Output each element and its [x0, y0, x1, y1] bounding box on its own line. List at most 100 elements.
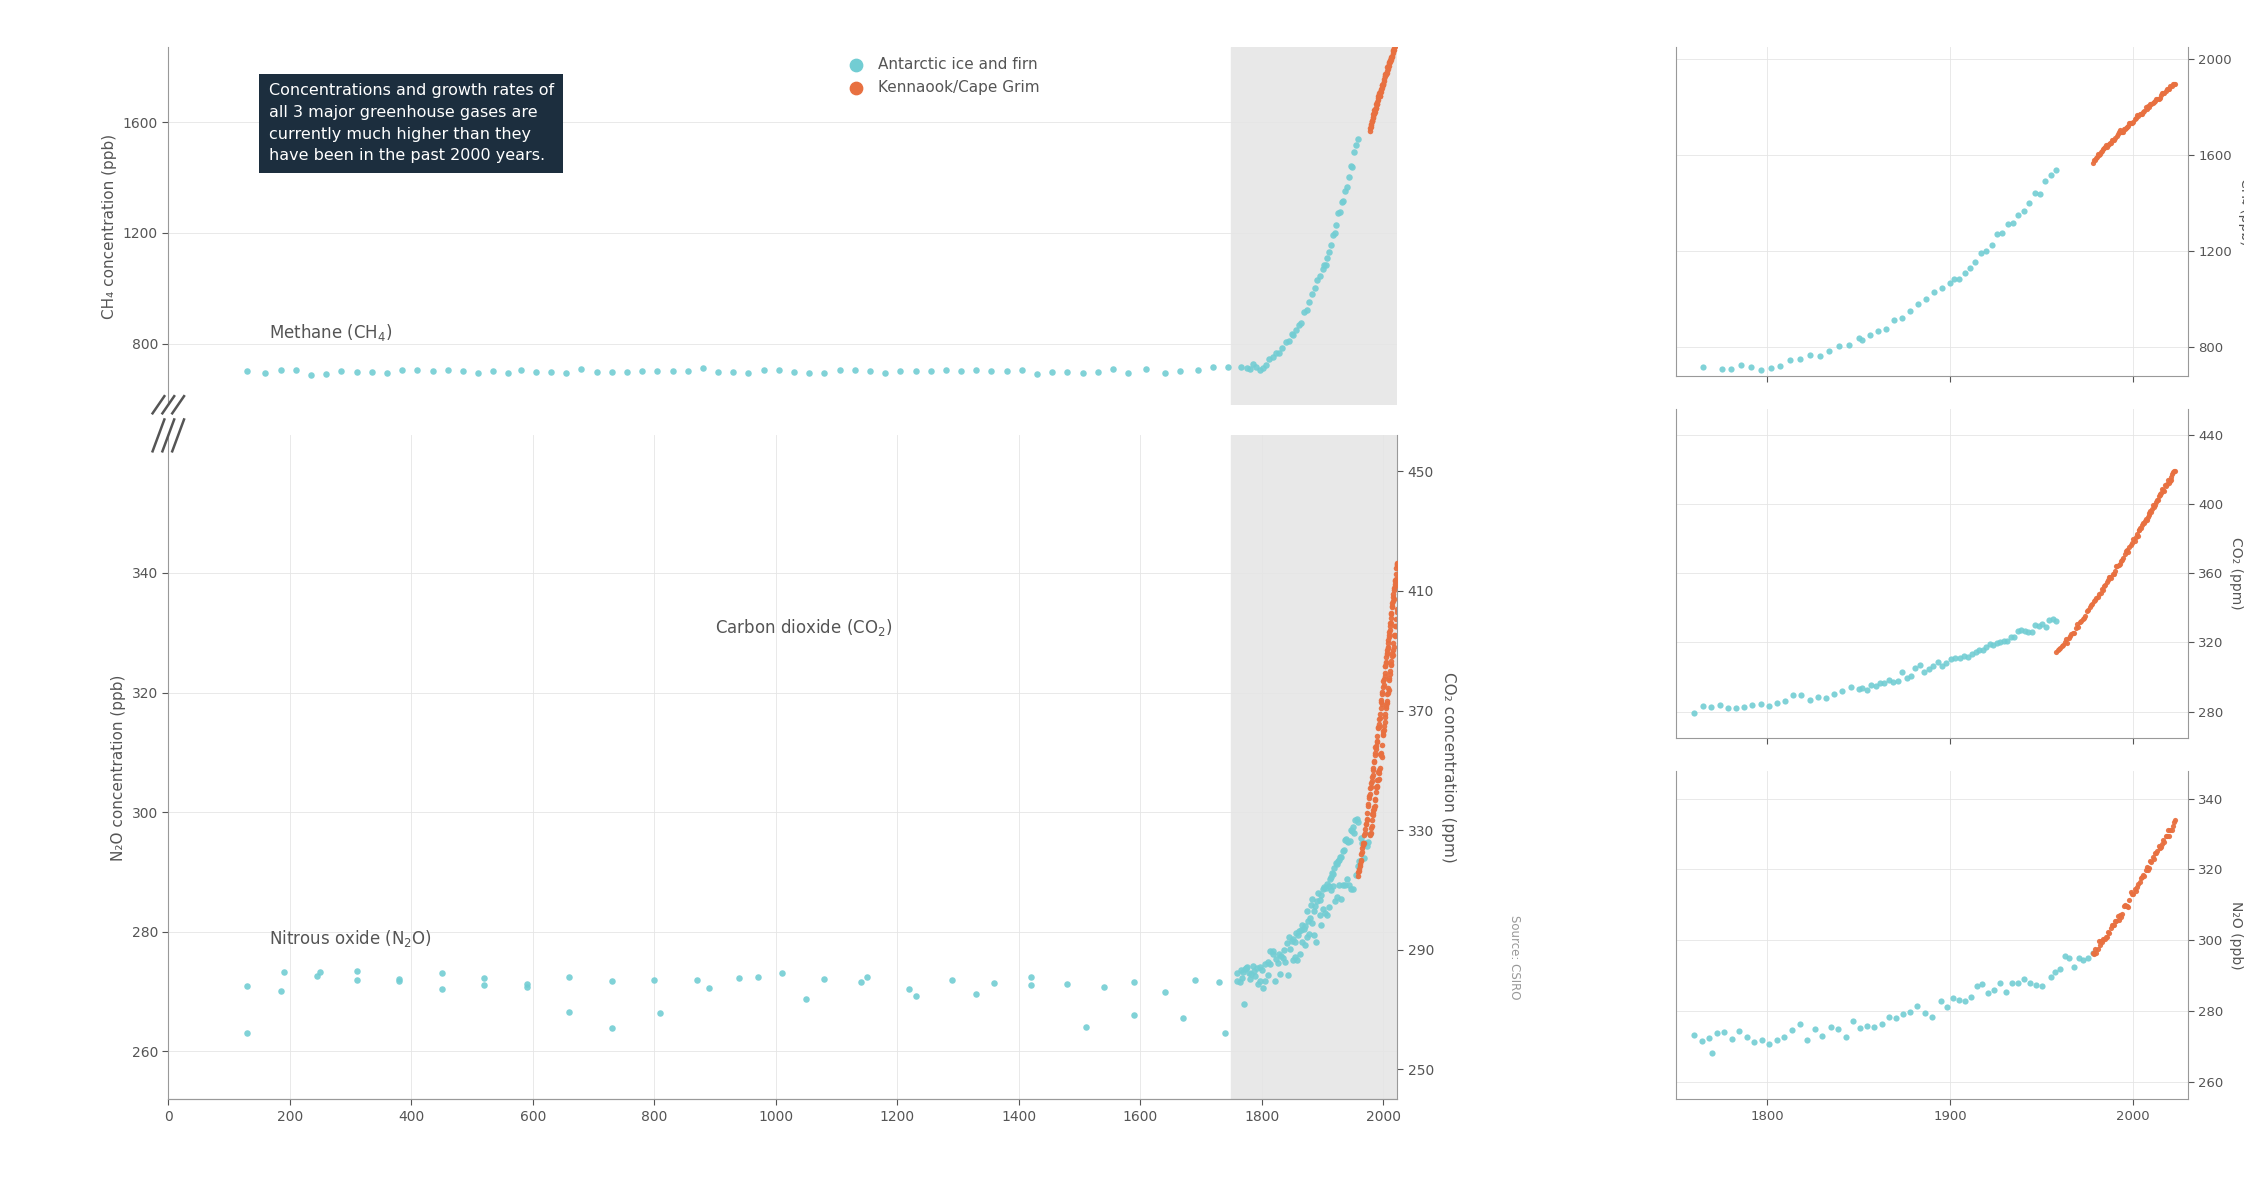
Text: Nitrous oxide (N$_2$O): Nitrous oxide (N$_2$O)	[269, 928, 431, 949]
Point	[1360, 717, 1396, 736]
Point	[1310, 898, 1346, 917]
Point	[1981, 632, 2017, 651]
Point	[2011, 623, 2047, 642]
Point	[2085, 933, 2121, 952]
Point	[2109, 540, 2145, 559]
Point	[2134, 502, 2170, 521]
Point	[1353, 118, 1389, 137]
Point	[2123, 869, 2159, 888]
Point	[2085, 582, 2121, 600]
Point	[1342, 852, 1378, 871]
Point	[1990, 215, 2026, 234]
Point	[761, 361, 797, 379]
Point	[1378, 31, 1414, 50]
Point	[1851, 326, 1887, 345]
Point	[2134, 93, 2170, 112]
Point	[1775, 1020, 1811, 1039]
Point	[476, 362, 512, 381]
Point	[1201, 973, 1236, 992]
Point	[2096, 915, 2132, 934]
Point	[1966, 641, 2002, 660]
Point	[2121, 520, 2156, 539]
Point	[1270, 966, 1306, 985]
Point	[1180, 361, 1216, 379]
Point	[1367, 708, 1402, 727]
Point	[2121, 520, 2156, 539]
Point	[2078, 943, 2114, 962]
Point	[1288, 300, 1324, 319]
Point	[2078, 148, 2114, 167]
Point	[381, 969, 417, 988]
Point	[2082, 931, 2118, 950]
Point	[1319, 203, 1355, 222]
Point	[1364, 691, 1400, 710]
Point	[2078, 940, 2114, 959]
Point	[1322, 876, 1358, 895]
Point	[2132, 851, 2168, 870]
Point	[1364, 76, 1400, 95]
Point	[2127, 860, 2163, 879]
Point	[1869, 319, 1905, 338]
Point	[1928, 654, 1964, 673]
Point	[460, 364, 496, 383]
Point	[1694, 1044, 1730, 1063]
Point	[2067, 609, 2103, 628]
Point	[2136, 92, 2172, 111]
Point	[1714, 359, 1750, 378]
Point	[642, 1004, 678, 1022]
Point	[1248, 955, 1284, 974]
Point	[1355, 100, 1391, 119]
Point	[637, 970, 673, 989]
Point	[2141, 89, 2177, 108]
Point	[2098, 126, 2134, 145]
Point	[1344, 838, 1380, 857]
Point	[1367, 70, 1402, 89]
Point	[1306, 255, 1342, 274]
Point	[1178, 970, 1214, 989]
Point	[2152, 470, 2188, 489]
Point	[1340, 862, 1376, 881]
Point	[1360, 84, 1396, 103]
Point	[1876, 673, 1912, 691]
Point	[1836, 1012, 1871, 1031]
Point	[720, 969, 756, 988]
Point	[1369, 59, 1405, 78]
Point	[1369, 63, 1405, 82]
Point	[467, 975, 503, 994]
Point	[2103, 123, 2139, 142]
Point	[1373, 616, 1409, 635]
Point	[1293, 896, 1328, 915]
Point	[1349, 804, 1385, 823]
Point	[1306, 878, 1342, 897]
Point	[1245, 358, 1281, 377]
Point	[2080, 145, 2116, 164]
Point	[1331, 832, 1367, 851]
Point	[1988, 631, 2024, 650]
Point	[1353, 773, 1389, 792]
Point	[1346, 833, 1382, 852]
Point	[2145, 482, 2181, 501]
Point	[2076, 591, 2112, 610]
Point	[1147, 982, 1183, 1001]
Point	[1957, 253, 1993, 272]
Point	[2125, 513, 2161, 532]
Point	[2145, 481, 2181, 500]
Point	[2105, 123, 2141, 142]
Point	[1373, 651, 1409, 670]
Point	[2053, 624, 2089, 643]
Point	[1250, 966, 1286, 985]
Point	[1358, 103, 1394, 122]
Point	[1371, 662, 1407, 681]
Point	[788, 989, 824, 1008]
Point	[1373, 51, 1409, 70]
Point	[1822, 337, 1858, 356]
Y-axis label: N₂O concentration (ppb): N₂O concentration (ppb)	[110, 674, 126, 860]
Point	[1319, 888, 1355, 907]
Point	[1358, 797, 1394, 816]
Point	[1903, 655, 1939, 674]
Point	[1353, 111, 1389, 130]
Point	[2033, 968, 2069, 987]
Point	[229, 1024, 265, 1043]
Point	[2154, 462, 2190, 481]
Point	[1275, 931, 1310, 950]
